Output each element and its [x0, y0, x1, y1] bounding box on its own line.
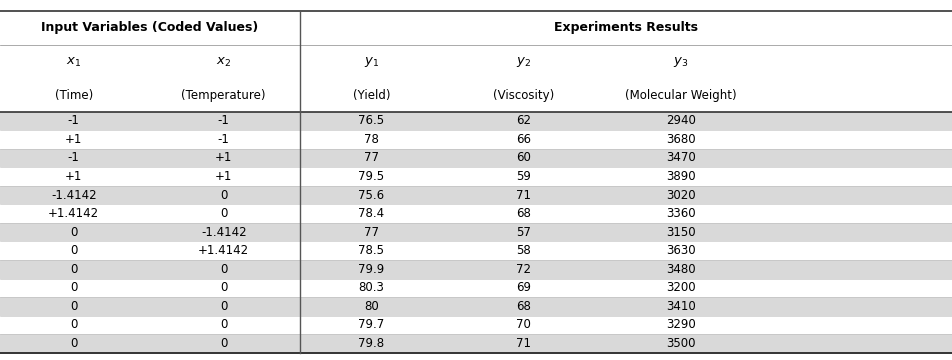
Text: 3200: 3200	[665, 282, 696, 294]
Text: 3890: 3890	[665, 170, 696, 183]
Text: 0: 0	[220, 319, 228, 332]
Text: 78: 78	[364, 133, 379, 146]
Text: 3410: 3410	[665, 300, 696, 313]
Text: +1.4142: +1.4142	[198, 244, 249, 257]
Text: (Molecular Weight): (Molecular Weight)	[625, 89, 737, 102]
Text: 3480: 3480	[665, 263, 696, 276]
Text: 66: 66	[516, 133, 531, 146]
Text: -1: -1	[218, 133, 229, 146]
Text: 3150: 3150	[665, 226, 696, 239]
Text: -1.4142: -1.4142	[201, 226, 247, 239]
Text: 0: 0	[70, 300, 77, 313]
Text: 3500: 3500	[666, 337, 695, 350]
Text: (Temperature): (Temperature)	[182, 89, 266, 102]
Text: 60: 60	[516, 152, 531, 165]
Text: 77: 77	[364, 152, 379, 165]
Text: $y_1$: $y_1$	[364, 55, 379, 69]
Text: 70: 70	[516, 319, 531, 332]
Text: 79.5: 79.5	[358, 170, 385, 183]
Text: 69: 69	[516, 282, 531, 294]
Text: 57: 57	[516, 226, 531, 239]
Text: $y_2$: $y_2$	[516, 55, 531, 69]
Text: -1: -1	[218, 114, 229, 127]
Text: +1: +1	[215, 170, 232, 183]
Text: 3020: 3020	[665, 189, 696, 202]
Text: 80: 80	[364, 300, 379, 313]
Text: 71: 71	[516, 189, 531, 202]
Text: 0: 0	[70, 263, 77, 276]
Text: 0: 0	[70, 282, 77, 294]
Bar	[0, 260, 952, 279]
Bar	[0, 186, 952, 204]
Text: 75.6: 75.6	[358, 189, 385, 202]
Text: 78.4: 78.4	[358, 207, 385, 220]
Text: (Yield): (Yield)	[352, 89, 390, 102]
Text: 71: 71	[516, 337, 531, 350]
Text: 3290: 3290	[665, 319, 696, 332]
Text: (Viscosity): (Viscosity)	[493, 89, 554, 102]
Text: 0: 0	[220, 207, 228, 220]
Text: 0: 0	[70, 337, 77, 350]
Text: 80.3: 80.3	[358, 282, 385, 294]
Text: 0: 0	[70, 319, 77, 332]
Text: +1: +1	[215, 152, 232, 165]
Text: +1.4142: +1.4142	[49, 207, 99, 220]
Text: -1: -1	[68, 114, 80, 127]
Bar	[0, 149, 952, 167]
Text: 0: 0	[70, 244, 77, 257]
Text: 0: 0	[220, 282, 228, 294]
Text: 79.8: 79.8	[358, 337, 385, 350]
Bar	[0, 112, 952, 130]
Bar	[0, 223, 952, 242]
Text: 78.5: 78.5	[358, 244, 385, 257]
Text: -1.4142: -1.4142	[51, 189, 96, 202]
Text: Input Variables (Coded Values): Input Variables (Coded Values)	[41, 21, 259, 35]
Text: 68: 68	[516, 300, 531, 313]
Text: 0: 0	[220, 300, 228, 313]
Text: 0: 0	[220, 337, 228, 350]
Text: 3360: 3360	[665, 207, 696, 220]
Text: 2940: 2940	[665, 114, 696, 127]
Text: 0: 0	[220, 189, 228, 202]
Text: 3680: 3680	[665, 133, 696, 146]
Text: $x_1$: $x_1$	[67, 55, 81, 69]
Text: -1: -1	[68, 152, 80, 165]
Text: 79.9: 79.9	[358, 263, 385, 276]
Text: $y_3$: $y_3$	[673, 55, 688, 69]
Text: $x_2$: $x_2$	[216, 55, 231, 69]
Text: +1: +1	[65, 133, 83, 146]
Bar	[0, 334, 952, 353]
Text: 59: 59	[516, 170, 531, 183]
Text: 0: 0	[70, 226, 77, 239]
Text: 0: 0	[220, 263, 228, 276]
Text: 76.5: 76.5	[358, 114, 385, 127]
Text: 68: 68	[516, 207, 531, 220]
Text: 62: 62	[516, 114, 531, 127]
Text: +1: +1	[65, 170, 83, 183]
Text: 77: 77	[364, 226, 379, 239]
Text: 3470: 3470	[665, 152, 696, 165]
Text: 58: 58	[516, 244, 531, 257]
Text: (Time): (Time)	[54, 89, 93, 102]
Bar	[0, 297, 952, 316]
Text: 3630: 3630	[665, 244, 696, 257]
Text: 72: 72	[516, 263, 531, 276]
Text: 79.7: 79.7	[358, 319, 385, 332]
Text: Experiments Results: Experiments Results	[554, 21, 698, 35]
